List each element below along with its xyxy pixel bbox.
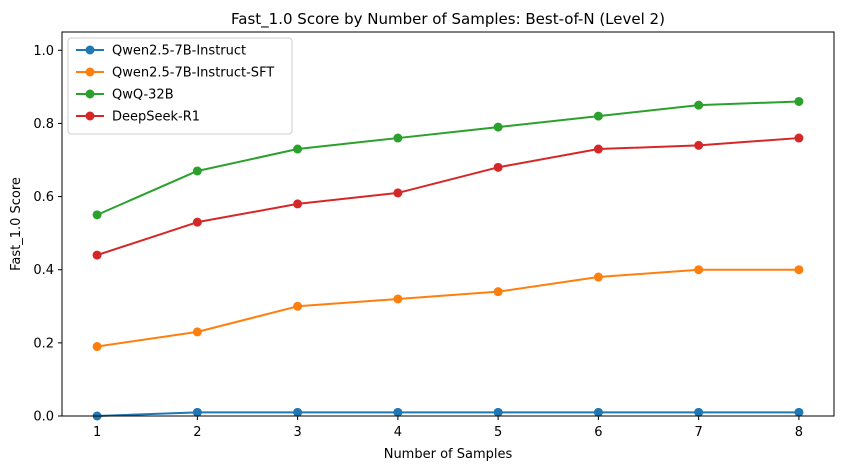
legend-label: DeepSeek-R1 [112, 110, 200, 125]
y-tick-label: 1.0 [33, 44, 54, 59]
series-line [96, 268, 799, 348]
y-tick-label: 0.2 [33, 336, 54, 351]
data-point [393, 407, 403, 417]
x-tick-label: 3 [293, 425, 301, 440]
y-axis-title: Fast_1.0 Score [9, 177, 24, 271]
x-tick-label: 4 [394, 425, 402, 440]
series-1 [92, 265, 804, 352]
data-point [694, 140, 704, 150]
data-point [794, 133, 804, 143]
series-line [96, 137, 799, 257]
data-point [593, 272, 603, 282]
series-0 [92, 407, 804, 421]
x-tick-label: 1 [93, 425, 101, 440]
data-point [293, 301, 303, 311]
data-point [293, 199, 303, 209]
y-tick-label: 0.4 [33, 263, 54, 278]
legend-item: Qwen2.5-7B-Instruct [76, 44, 246, 59]
data-point [593, 407, 603, 417]
data-point [192, 407, 202, 417]
data-point [393, 133, 403, 143]
data-point [192, 217, 202, 227]
legend-item: Qwen2.5-7B-Instruct-SFT [76, 66, 274, 81]
series-group [92, 96, 804, 421]
legend-label: Qwen2.5-7B-Instruct [112, 44, 246, 59]
x-tick-label: 7 [695, 425, 703, 440]
series-2 [92, 96, 804, 220]
data-point [92, 342, 102, 352]
data-point [192, 327, 202, 337]
data-point [293, 144, 303, 154]
legend-box [67, 37, 293, 135]
data-point [694, 407, 704, 417]
plot-frame [61, 31, 835, 417]
data-point [393, 188, 403, 198]
data-point [393, 294, 403, 304]
legend-marker [85, 45, 95, 55]
data-point [694, 100, 704, 110]
data-point [493, 122, 503, 132]
y-tick-label: 0.8 [33, 117, 54, 132]
x-tick-label: 2 [193, 425, 201, 440]
legend-item: QwQ-32B [76, 88, 174, 103]
chart-title: Fast_1.0 Score by Number of Samples: Bes… [231, 10, 665, 29]
x-tick-label: 5 [494, 425, 502, 440]
legend-item: DeepSeek-R1 [76, 110, 200, 125]
legend-label: QwQ-32B [112, 88, 174, 103]
x-tick-label: 6 [594, 425, 602, 440]
y-tick-label: 0.0 [33, 410, 54, 425]
data-point [694, 265, 704, 275]
data-point [192, 166, 202, 176]
data-point [593, 144, 603, 154]
data-point [92, 210, 102, 220]
series-line [97, 411, 799, 417]
legend-marker [85, 67, 95, 77]
series-3 [92, 133, 804, 260]
data-point [794, 265, 804, 275]
data-point [593, 111, 603, 121]
data-point [493, 287, 503, 297]
data-point [794, 407, 804, 417]
x-axis-title: Number of Samples [384, 447, 513, 462]
series-line [96, 100, 799, 216]
data-point [293, 407, 303, 417]
legend-marker [85, 111, 95, 121]
y-tick-label: 0.6 [33, 190, 54, 205]
legend: Qwen2.5-7B-Instruct Qwen2.5-7B-Instruct-S… [67, 37, 293, 135]
legend-marker [85, 89, 95, 99]
data-point [794, 96, 804, 106]
data-point [493, 162, 503, 172]
legend-label: Qwen2.5-7B-Instruct-SFT [112, 66, 274, 81]
x-tick-label: 8 [795, 425, 803, 440]
data-point [92, 250, 102, 260]
data-point [493, 407, 503, 417]
